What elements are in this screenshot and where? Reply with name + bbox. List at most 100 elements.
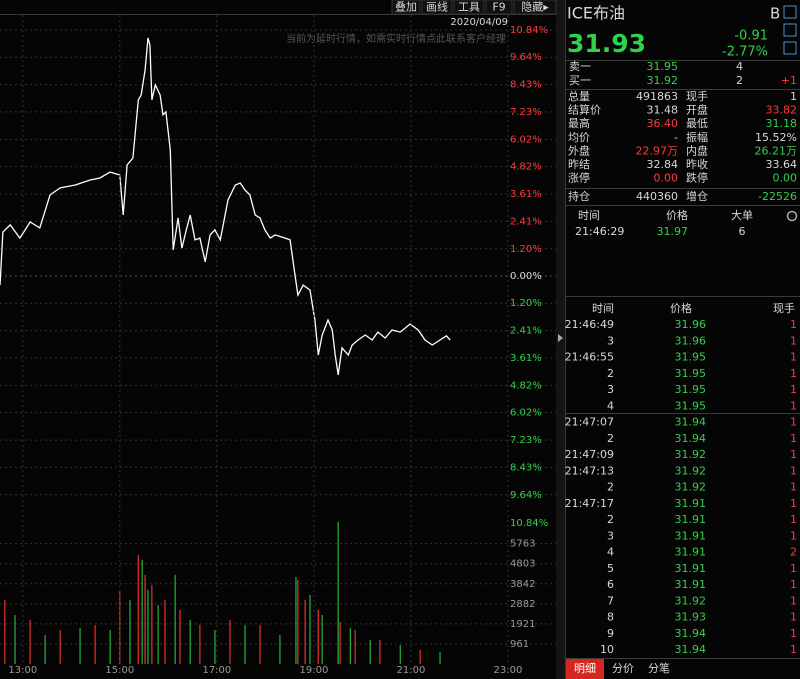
- volume-bar: [59, 629, 61, 664]
- book-label: 买一: [569, 74, 591, 87]
- stat-value: 36.40: [647, 117, 679, 130]
- tick-volume: 1: [790, 351, 797, 364]
- x-tick-label: 17:00: [202, 665, 231, 676]
- tick-time: 3: [607, 334, 614, 347]
- volume-bar: [179, 609, 181, 664]
- draw-icon[interactable]: [783, 41, 797, 55]
- settings-icon[interactable]: [786, 210, 798, 222]
- tick-price: 31.94: [675, 627, 707, 640]
- tick-time: 21:46:49: [565, 318, 614, 331]
- book-price: 31.92: [647, 74, 679, 87]
- stat-label: 外盘: [568, 143, 590, 157]
- toolbar-label[interactable]: F9: [492, 1, 505, 14]
- y-tick-label: 1.20%: [510, 298, 542, 309]
- tick-price: 31.91: [675, 578, 707, 591]
- add-icon[interactable]: [783, 5, 797, 19]
- volume-bar: [144, 574, 146, 664]
- tick-price: 31.95: [675, 367, 707, 380]
- tick-price: 31.91: [675, 513, 707, 526]
- tab[interactable]: 分价: [612, 662, 634, 675]
- tick-volume: 2: [790, 546, 797, 559]
- tick-time: 21:47:09: [565, 448, 614, 461]
- x-tick-label: 19:00: [299, 665, 328, 676]
- tick-volume: 1: [790, 578, 797, 591]
- y-tick-label: 9.64%: [510, 52, 542, 63]
- volume-bar: [399, 644, 401, 664]
- stat-label: 最低: [686, 117, 708, 130]
- stat-label: 增仓: [686, 189, 708, 203]
- stat-value: -: [674, 131, 678, 144]
- volume-bar: [295, 576, 297, 664]
- tick-price: 31.95: [675, 351, 707, 364]
- tick-time: 2: [607, 432, 614, 445]
- volume-bar: [317, 609, 319, 664]
- tick-time: 5: [607, 562, 614, 575]
- y-tick-label: 2.41%: [510, 326, 542, 337]
- tick-time: 9: [607, 627, 614, 640]
- volume-bar: [419, 649, 421, 664]
- stat-label: 最高: [568, 116, 590, 130]
- stat-value: 31.48: [647, 104, 679, 117]
- stat-label: 均价: [568, 131, 590, 144]
- tab-active[interactable]: [566, 659, 604, 679]
- tick-time: 2: [607, 367, 614, 380]
- price-line: [0, 37, 451, 375]
- tick-volume: 1: [790, 643, 797, 656]
- toolbar-button[interactable]: [453, 0, 485, 15]
- tick-header: 价格: [670, 301, 692, 315]
- volume-bar: [189, 619, 191, 664]
- tick-volume: 1: [790, 334, 797, 347]
- tick-volume: 1: [790, 611, 797, 624]
- stat-value: 26.21万: [755, 144, 798, 157]
- toolbar-button[interactable]: [513, 0, 557, 15]
- volume-bar: [79, 627, 81, 664]
- tick-volume: 1: [790, 416, 797, 429]
- delay-notice[interactable]: 当前为延时行情，如需实时行情点此联系客户经理: [286, 32, 506, 45]
- tick-price: 31.95: [675, 399, 707, 412]
- volume-bar: [321, 614, 323, 664]
- tick-time: 3: [607, 529, 614, 542]
- volume-bar: [309, 594, 311, 664]
- volume-bar: [369, 639, 371, 664]
- tick-time: 21:47:07: [565, 416, 614, 429]
- tab[interactable]: 分笔: [648, 661, 670, 675]
- tick-price: 31.94: [675, 643, 707, 656]
- stat-value: 33.64: [766, 158, 798, 171]
- toolbar-label[interactable]: 隐藏▸: [521, 1, 549, 14]
- toolbar-label[interactable]: 工具: [458, 1, 480, 14]
- toolbar-label[interactable]: 叠加: [395, 1, 417, 14]
- volume-bar: [94, 624, 96, 664]
- stat-label: 内盘: [686, 143, 708, 157]
- tick-time: 7: [607, 594, 614, 607]
- tick-header: 时间: [592, 302, 614, 315]
- tick-volume: 1: [790, 481, 797, 494]
- volume-bar: [339, 621, 341, 664]
- y-tick-label: 3.61%: [510, 189, 542, 200]
- stat-label: 现手: [686, 89, 708, 103]
- y-tick-label: 4803: [510, 559, 535, 570]
- big-trade-volume: 6: [739, 225, 746, 238]
- toolbar-label[interactable]: 画线: [426, 0, 448, 14]
- y-tick-label: 4.82%: [510, 162, 542, 173]
- big-trade-header: 大单: [731, 208, 753, 222]
- tick-volume: 1: [790, 432, 797, 445]
- toolbar-button[interactable]: [391, 0, 421, 15]
- alert-icon[interactable]: [783, 23, 797, 37]
- tick-price: 31.94: [675, 416, 707, 429]
- change: -0.91: [734, 29, 768, 44]
- big-trade-price: 31.97: [657, 225, 689, 238]
- tick-price: 31.93: [675, 611, 707, 624]
- toolbar-button[interactable]: [421, 0, 453, 15]
- collapse-arrow[interactable]: [558, 334, 563, 342]
- y-tick-label: 10.84%: [510, 25, 548, 36]
- volume-bar: [259, 624, 261, 664]
- tick-time: 2: [607, 481, 614, 494]
- x-tick-label: 23:00: [494, 665, 523, 676]
- tick-price: 31.92: [675, 448, 707, 461]
- symbol: ICE布油: [567, 4, 625, 23]
- toolbar-button[interactable]: [485, 0, 513, 15]
- tab[interactable]: 明细: [574, 662, 596, 675]
- tick-volume: 1: [790, 497, 797, 510]
- y-tick-label: 0.00%: [510, 271, 542, 282]
- tick-volume: 1: [790, 367, 797, 380]
